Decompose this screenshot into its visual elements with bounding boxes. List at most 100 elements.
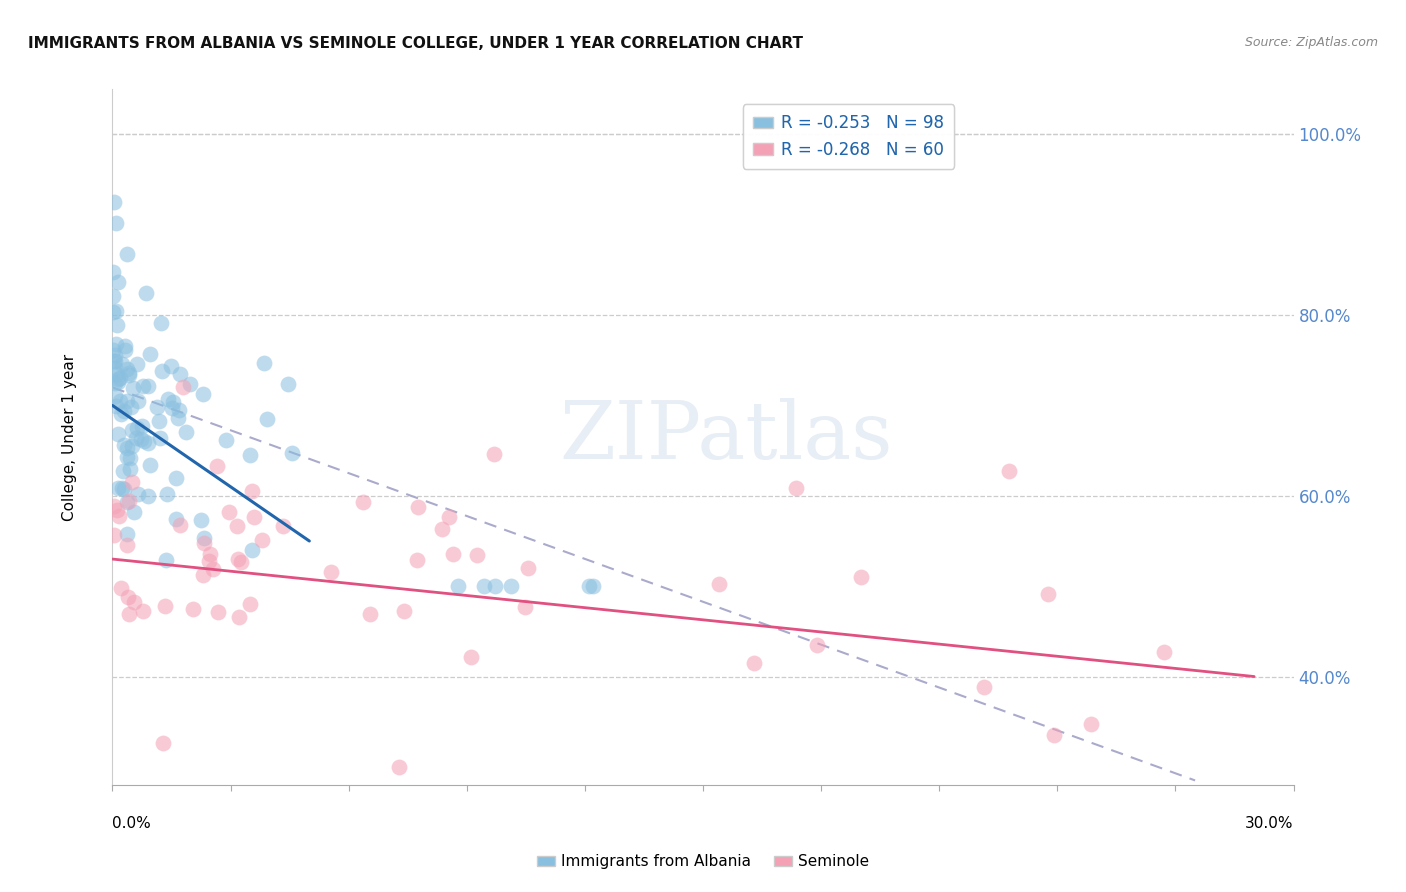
Point	[447, 579, 470, 593]
Point	[472, 579, 495, 593]
Point	[207, 605, 229, 619]
Point	[101, 305, 124, 319]
Point	[197, 554, 219, 568]
Point	[441, 547, 464, 561]
Point	[103, 353, 125, 368]
Point	[145, 400, 167, 414]
Point	[134, 434, 156, 449]
Point	[243, 510, 266, 524]
Point	[174, 425, 197, 440]
Point	[156, 392, 179, 406]
Point	[709, 577, 731, 591]
Point	[179, 377, 201, 392]
Point	[250, 533, 273, 547]
Point	[167, 410, 190, 425]
Point	[148, 414, 170, 428]
Point	[115, 442, 138, 456]
Point	[103, 528, 125, 542]
Point	[432, 522, 454, 536]
Point	[388, 760, 411, 774]
Point	[115, 394, 138, 409]
Point	[112, 438, 135, 452]
Point	[231, 555, 253, 569]
Point	[132, 604, 155, 618]
Point	[239, 448, 262, 462]
Point	[110, 581, 132, 595]
Point	[117, 362, 139, 376]
Point	[131, 418, 153, 433]
Point	[117, 450, 139, 464]
Point	[104, 216, 127, 230]
Point	[136, 379, 159, 393]
Point	[225, 518, 247, 533]
Point	[997, 464, 1019, 478]
Point	[277, 377, 299, 392]
Point	[139, 347, 162, 361]
Point	[107, 275, 129, 289]
Point	[112, 465, 135, 479]
Point	[107, 371, 129, 385]
Point	[117, 590, 139, 604]
Point	[149, 431, 172, 445]
Point	[201, 562, 224, 576]
Point	[112, 404, 135, 418]
Point	[516, 561, 538, 575]
Point	[111, 481, 134, 495]
Point	[110, 357, 132, 371]
Point	[105, 337, 128, 351]
Text: IMMIGRANTS FROM ALBANIA VS SEMINOLE COLLEGE, UNDER 1 YEAR CORRELATION CHART: IMMIGRANTS FROM ALBANIA VS SEMINOLE COLL…	[28, 36, 803, 51]
Point	[136, 489, 159, 503]
Point	[120, 462, 142, 476]
Point	[406, 500, 429, 514]
Point	[228, 552, 250, 566]
Point	[107, 426, 129, 441]
Point	[193, 531, 215, 545]
Point	[132, 379, 155, 393]
Point	[150, 363, 173, 377]
Point	[1036, 587, 1059, 601]
Point	[806, 638, 828, 652]
Point	[155, 552, 177, 566]
Point	[122, 505, 145, 519]
Point	[122, 381, 145, 395]
Text: 0.0%: 0.0%	[112, 816, 152, 831]
Point	[165, 471, 187, 485]
Point	[118, 366, 141, 380]
Point	[406, 553, 429, 567]
Point	[193, 535, 215, 549]
Point	[107, 482, 129, 496]
Point	[169, 367, 191, 381]
Point	[499, 579, 522, 593]
Point	[128, 394, 150, 409]
Point	[104, 399, 127, 413]
Point	[167, 403, 190, 417]
Point	[191, 568, 214, 582]
Point	[156, 487, 179, 501]
Point	[103, 194, 125, 209]
Point	[139, 458, 162, 473]
Y-axis label: College, Under 1 year: College, Under 1 year	[62, 353, 77, 521]
Text: Source: ZipAtlas.com: Source: ZipAtlas.com	[1244, 36, 1378, 49]
Point	[104, 304, 127, 318]
Point	[104, 361, 127, 376]
Point	[460, 649, 482, 664]
Point	[104, 354, 127, 368]
Point	[744, 656, 766, 670]
Point	[110, 407, 132, 421]
Point	[394, 603, 416, 617]
Point	[108, 508, 131, 523]
Point	[104, 367, 127, 381]
Point	[162, 395, 184, 409]
Point	[121, 475, 143, 489]
Point	[198, 547, 221, 561]
Point	[127, 357, 149, 371]
Point	[205, 458, 228, 473]
Point	[135, 286, 157, 301]
Point	[352, 495, 374, 509]
Point	[582, 579, 605, 593]
Point	[785, 481, 807, 495]
Point	[118, 607, 141, 622]
Text: 30.0%: 30.0%	[1246, 816, 1294, 831]
Point	[118, 494, 141, 508]
Point	[239, 598, 262, 612]
